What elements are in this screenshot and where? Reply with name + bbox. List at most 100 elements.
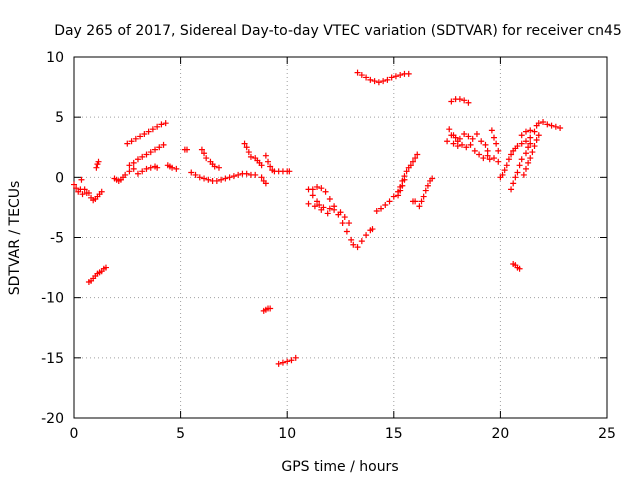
y-tick-label: -15	[41, 351, 64, 367]
data-point	[311, 203, 318, 210]
data-point	[335, 211, 342, 218]
data-point	[514, 169, 521, 176]
data-point	[73, 185, 80, 192]
chart-title: Day 265 of 2017, Sidereal Day-to-day VTE…	[54, 23, 622, 39]
data-point	[508, 151, 515, 158]
data-point	[203, 155, 210, 162]
series-arc-14	[262, 152, 293, 175]
data-point	[465, 99, 472, 106]
data-point	[395, 192, 402, 199]
data-point	[218, 176, 225, 183]
data-point	[79, 191, 86, 198]
data-point	[343, 228, 350, 235]
data-point	[414, 151, 421, 158]
data-point	[420, 193, 427, 200]
data-point	[471, 147, 478, 154]
data-point	[491, 155, 498, 162]
series-arc-08	[164, 162, 180, 172]
data-point	[499, 171, 506, 178]
data-point	[378, 205, 385, 212]
data-point	[284, 358, 291, 365]
data-point	[495, 147, 502, 154]
data-point	[484, 152, 491, 159]
series-arc-27	[448, 96, 472, 106]
data-point	[448, 98, 455, 105]
data-point	[407, 162, 414, 169]
data-point	[160, 141, 167, 148]
data-point	[388, 74, 395, 81]
plot-border	[73, 56, 608, 419]
data-point	[412, 155, 419, 162]
axis-ticks: 0 5 10 15 20 25 -20 -15 -10 -5 0 5 10	[41, 50, 616, 442]
data-point	[358, 238, 365, 245]
data-point	[516, 162, 523, 169]
data-point	[476, 151, 483, 158]
data-point	[243, 144, 250, 151]
data-point	[412, 198, 419, 205]
series-arc-05	[111, 163, 161, 184]
data-point	[480, 155, 487, 162]
data-point	[520, 171, 527, 178]
data-point	[141, 131, 148, 138]
data-point	[354, 69, 361, 76]
x-tick-label: 20	[491, 426, 509, 442]
data-point	[350, 241, 357, 248]
data-point	[149, 126, 156, 133]
x-axis-label: GPS time / hours	[281, 459, 398, 475]
data-point	[403, 168, 410, 175]
data-point	[81, 186, 88, 193]
data-point	[211, 163, 218, 170]
data-point	[416, 203, 423, 210]
data-point	[397, 187, 404, 194]
data-point	[522, 165, 529, 172]
data-point	[215, 164, 222, 171]
data-point	[380, 78, 387, 85]
series-arc-33	[520, 132, 542, 178]
data-point	[326, 205, 333, 212]
data-point	[230, 173, 237, 180]
data-point	[386, 198, 393, 205]
data-point	[518, 156, 525, 163]
data-point	[535, 132, 542, 139]
data-point	[540, 118, 547, 125]
data-point	[341, 214, 348, 221]
data-point	[139, 153, 146, 160]
data-point	[363, 74, 370, 81]
data-point	[102, 264, 109, 271]
series-arc-30	[488, 127, 502, 154]
x-tick-label: 15	[385, 426, 403, 442]
data-point	[147, 164, 154, 171]
data-point	[493, 140, 500, 147]
series-arc-35	[535, 118, 564, 131]
data-point	[397, 72, 404, 79]
data-point	[418, 198, 425, 205]
data-point	[241, 140, 248, 147]
data-points	[71, 69, 564, 367]
data-point	[145, 128, 152, 135]
series-arc-28	[444, 131, 502, 165]
data-point	[525, 159, 532, 166]
series-arc-24	[395, 176, 408, 199]
data-point	[522, 138, 529, 145]
data-point	[130, 165, 137, 172]
y-tick-label: 0	[55, 170, 64, 186]
data-point	[132, 135, 139, 142]
data-point	[292, 354, 299, 361]
data-point	[512, 174, 519, 181]
series-arc-20	[305, 200, 331, 217]
data-point	[505, 156, 512, 163]
data-point	[429, 175, 436, 182]
data-point	[503, 162, 510, 169]
data-point	[529, 149, 536, 156]
data-point	[309, 186, 316, 193]
series-arc-32	[508, 140, 534, 193]
data-point	[124, 140, 131, 147]
data-point	[486, 156, 493, 163]
data-point	[147, 149, 154, 156]
data-point	[522, 150, 529, 157]
data-point	[314, 183, 321, 190]
data-point	[518, 132, 525, 139]
series-arc-07	[126, 141, 167, 169]
data-point	[143, 151, 150, 158]
